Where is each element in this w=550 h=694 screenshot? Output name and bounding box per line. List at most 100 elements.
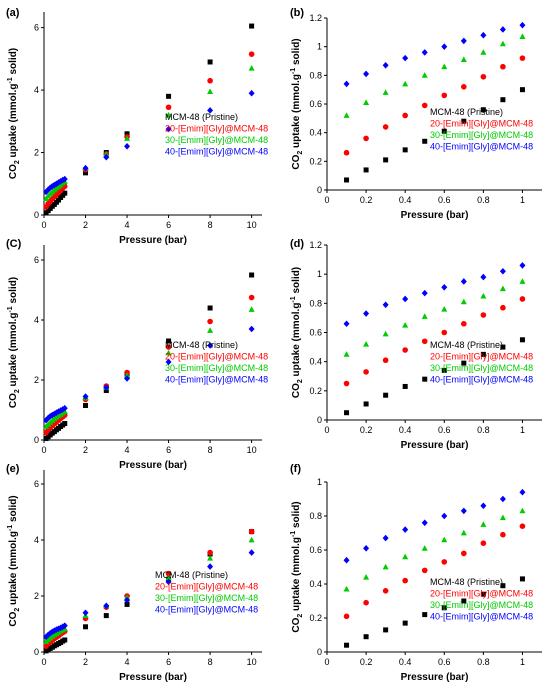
legend-entry: 40-[Emim][Gly]@MCM-48: [165, 375, 268, 385]
data-point: [519, 488, 526, 496]
data-point: [363, 634, 369, 640]
data-point: [165, 344, 172, 350]
data-point: [103, 150, 110, 157]
data-point: [500, 344, 506, 350]
y-tick-label: 0.4: [309, 357, 322, 367]
y-tick-label: 1: [317, 477, 322, 487]
legend-entry: 30-[Emim][Gly]@MCM-48: [165, 135, 268, 145]
data-point: [519, 55, 526, 61]
data-point: [421, 519, 428, 527]
y-tick-label: 1: [317, 42, 322, 52]
x-tick-label: 0.4: [399, 425, 412, 435]
y-tick-label: 2: [34, 591, 39, 601]
x-tick-label: 0.8: [477, 425, 490, 435]
y-axis-title: CO2 uptake (mmol.g-1 solid): [290, 267, 304, 398]
y-axis-title: CO2 uptake (mmol.g-1 solid): [7, 495, 21, 626]
data-point: [402, 577, 408, 584]
legend-entry: 30-[Emim][Gly]@MCM-48: [430, 130, 533, 140]
x-axis-title: Pressure (bar): [401, 672, 469, 683]
data-point: [124, 372, 131, 378]
data-point: [499, 267, 506, 275]
data-point: [422, 138, 428, 144]
data-point: [55, 179, 62, 186]
y-tick-label: 0: [34, 647, 39, 657]
panel-label: (e): [6, 463, 20, 475]
legend-entry: 20-[Emim][Gly]@MCM-48: [430, 119, 533, 129]
x-tick-label: 2: [83, 445, 88, 455]
data-point: [207, 563, 214, 570]
data-point: [421, 545, 428, 551]
data-point: [480, 107, 486, 113]
data-point: [83, 170, 89, 176]
chart-panel-6: 0 0.2 0.4 0.6 0.8 1 0 0.2 0.4 0.6 0.8 1 Pressure (ba…: [290, 463, 542, 683]
y-tick-label: 1.2: [309, 13, 322, 23]
y-tick-label: 0: [317, 185, 322, 195]
y-axis-title: CO2 uptake (mmol.g-1 solid): [290, 38, 304, 169]
data-point: [402, 80, 409, 87]
data-point: [124, 596, 131, 604]
x-tick-label: 1: [520, 657, 525, 667]
data-point: [421, 338, 428, 345]
data-point: [382, 301, 389, 309]
x-tick-label: 1: [520, 425, 525, 435]
y-tick-label: 6: [34, 255, 39, 265]
data-point: [363, 99, 370, 105]
data-point: [500, 97, 506, 103]
y-tick-label: 0.2: [309, 613, 322, 623]
legend: MCM-48 (Pristine) 20-[Emim][Gly]@MCM-4830…: [430, 107, 533, 152]
y-tick-label: 2: [34, 148, 39, 158]
data-point: [441, 512, 448, 520]
data-point: [402, 112, 408, 119]
x-tick-label: 0: [324, 195, 329, 205]
data-point: [207, 327, 214, 333]
data-point: [519, 523, 526, 529]
data-point: [343, 585, 350, 592]
panel-label: (d): [290, 238, 304, 250]
x-tick-label: 0.8: [477, 195, 490, 205]
data-point: [82, 393, 89, 400]
data-point: [460, 507, 467, 515]
data-point: [248, 89, 255, 97]
x-tick-label: 0.2: [360, 195, 373, 205]
data-point: [421, 289, 428, 297]
data-point: [382, 357, 389, 364]
y-tick-label: 1: [317, 269, 322, 279]
data-point: [248, 51, 255, 57]
x-tick-label: 2: [83, 657, 88, 667]
x-tick-label: 10: [247, 657, 257, 667]
data-point: [460, 298, 467, 305]
y-axis-title: CO2 uptake (mmol.g-1 solid): [7, 48, 21, 179]
data-point: [460, 529, 467, 536]
data-point: [500, 583, 506, 589]
data-point: [519, 296, 526, 302]
x-axis-title: Pressure (bar): [401, 440, 469, 451]
data-point: [383, 392, 389, 398]
data-point: [248, 549, 255, 556]
y-tick-label: 0.2: [309, 386, 322, 396]
data-point: [166, 93, 172, 99]
data-point: [61, 404, 68, 412]
data-point: [402, 54, 409, 62]
x-tick-label: 0.4: [399, 657, 412, 667]
data-point: [43, 633, 50, 641]
data-point: [43, 195, 50, 202]
chart-panel-1: 0 2 4 6 8 10 0 2 4 6 Pressure (bar) CO2 uptake (mmo…: [6, 7, 268, 246]
data-point: [249, 272, 255, 278]
y-tick-label: 0: [317, 415, 322, 425]
legend-entry: 40-[Emim][Gly]@MCM-48: [155, 605, 258, 615]
y-tick-label: 0.2: [309, 156, 322, 166]
x-axis-title: Pressure (bar): [119, 672, 187, 683]
data-point: [45, 186, 52, 194]
data-point: [500, 304, 506, 311]
data-point: [480, 591, 486, 597]
legend-entry: 40-[Emim][Gly]@MCM-48: [430, 375, 533, 385]
data-point: [402, 553, 409, 560]
x-tick-label: 0: [41, 445, 46, 455]
data-point: [47, 629, 54, 637]
x-tick-label: 1: [520, 195, 525, 205]
legend: MCM-48 (Pristine) 20-[Emim][Gly]@MCM-4830…: [155, 570, 258, 615]
data-point: [499, 285, 506, 292]
data-point: [83, 403, 89, 408]
y-tick-label: 0.8: [309, 298, 322, 308]
